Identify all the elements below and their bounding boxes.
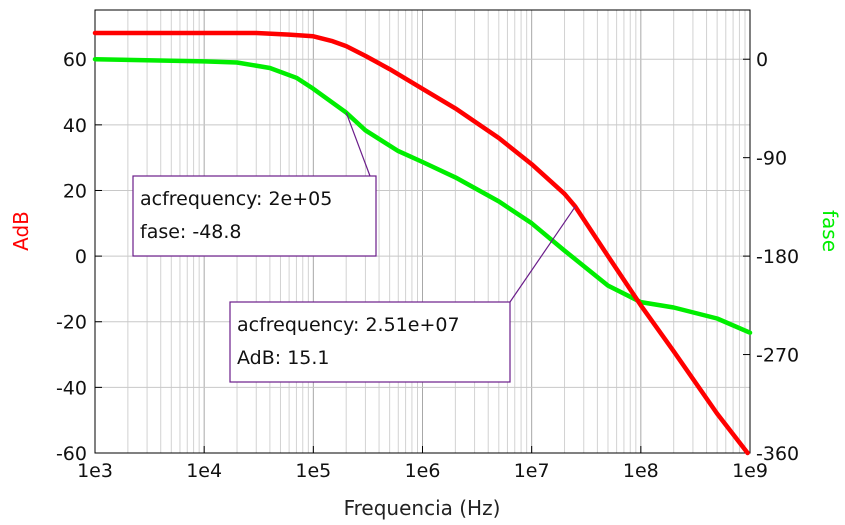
y-left-tick-label: -20 [56,312,87,334]
y-right-tick-label: 0 [756,49,768,71]
series-line-adb [92,30,750,456]
annotation-text: fase: -48.8 [140,221,242,243]
annotation-box: acfrequency: 2e+05 fase: -48.8 [132,112,377,257]
x-tick-label: 1e6 [405,460,441,482]
y-right-tick-label: -360 [756,443,799,465]
y-axis-left-title: AdB [9,211,33,251]
y-right-tick-label: -90 [756,148,787,170]
y-axis-right-title: fase [818,210,842,252]
annotation-leader-line [345,112,371,177]
y-left-tick-label: 60 [63,49,87,71]
y-left-tick-label: 20 [63,180,87,202]
tick-labels: 1e3 1e4 1e5 1e6 1e7 1e8 1e9 -60 -40 -20 0 20 40 60 -36… [56,49,799,482]
x-tick-label: 1e7 [514,460,550,482]
annotation-box: acfrequency: 2.51e+07 AdB: 15.1 [229,206,576,383]
annotation-text: acfrequency: 2e+05 [140,188,332,210]
x-tick-label: 1e3 [77,460,113,482]
y-left-tick-label: 0 [75,246,87,268]
y-left-tick-label: -40 [56,377,87,399]
annotation-frame [229,301,511,383]
y-right-tick-label: -270 [756,345,799,367]
y-right-tick-label: -180 [756,246,799,268]
x-tick-label: 1e5 [295,460,331,482]
y-left-tick-label: 40 [63,115,87,137]
x-tick-label: 1e4 [186,460,222,482]
axis-ticks [94,58,751,454]
annotation-text: acfrequency: 2.51e+07 [237,314,460,336]
annotation-text: AdB: 15.1 [237,347,330,369]
x-axis-title: Frequencia (Hz) [344,496,501,520]
series-layer [92,30,753,456]
annotation-frame [132,175,377,257]
annotation-leader-line [509,206,576,303]
x-tick-label: 1e8 [623,460,659,482]
x-tick-label: 1e9 [732,460,768,482]
y-left-tick-label: -60 [56,443,87,465]
